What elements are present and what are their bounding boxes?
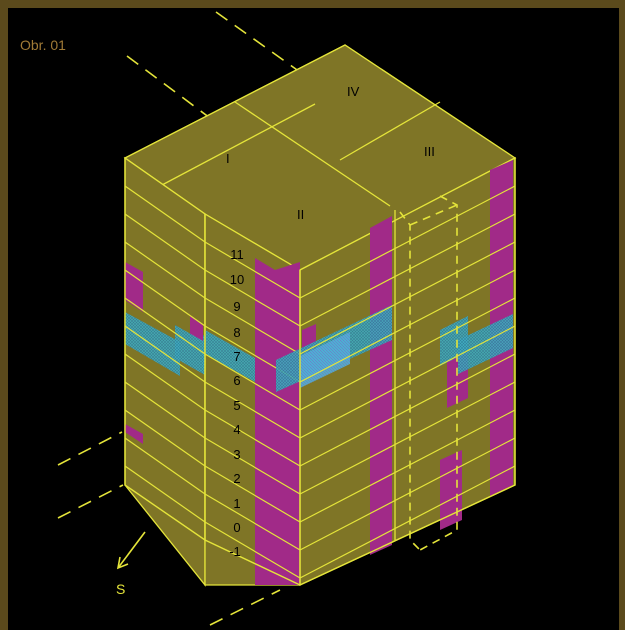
right-facade	[276, 156, 516, 587]
floor-label-9: 9	[233, 299, 240, 314]
floor-label-8: 8	[233, 325, 240, 340]
building-edges	[124, 158, 516, 586]
block-label-I: I	[226, 151, 230, 166]
axis-line-top-left	[126, 55, 211, 119]
floor-label-1: 1	[233, 496, 240, 511]
south-label: S	[116, 581, 125, 597]
floor-label-0: 0	[233, 520, 240, 535]
floor-label-5: 5	[233, 398, 240, 413]
block-label-III: III	[424, 144, 435, 159]
floor-label-minus-1: -1	[229, 544, 241, 559]
floor-label-10: 10	[230, 272, 244, 287]
axis-line-left-1	[57, 431, 123, 466]
figure-label: Obr. 01	[20, 37, 66, 53]
floor-label-11: 11	[230, 247, 244, 262]
floor-label-2: 2	[233, 471, 240, 486]
axis-line-bottom-2	[209, 589, 281, 626]
south-arrow-icon	[117, 531, 146, 569]
floor-label-4: 4	[233, 422, 240, 437]
floor-label-7: 7	[233, 349, 240, 364]
floor-label-3: 3	[233, 447, 240, 462]
block-label-IV: IV	[347, 84, 360, 99]
floor-label-6: 6	[233, 373, 240, 388]
core-outline-dashed	[399, 195, 458, 551]
front-left-facade	[204, 212, 301, 586]
south-arrow: S	[116, 531, 146, 597]
floor-numbers: 11 10 9 8 7 6 5 4 3 2 1 0 -1	[229, 247, 244, 559]
axis-line-top-right	[215, 11, 301, 73]
axis-line-left-2	[57, 484, 124, 519]
block-label-II: II	[297, 207, 304, 222]
